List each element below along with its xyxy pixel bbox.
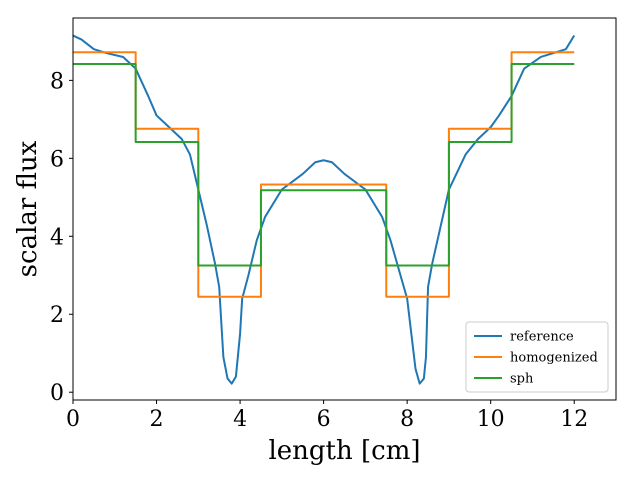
y-tick-label: 0	[50, 381, 64, 406]
y-tick-label: 6	[50, 147, 64, 172]
legend-box	[465, 321, 609, 393]
plot-area	[72, 17, 617, 401]
series-line-reference	[72, 34, 576, 385]
y-tick-label: 2	[50, 303, 64, 328]
x-tick-label: 4	[233, 407, 247, 432]
x-tick-label: 0	[66, 407, 80, 432]
x-axis-ticks: 0 2 4 6 8 10 12	[66, 400, 588, 432]
x-tick-label: 8	[400, 407, 414, 432]
x-tick-label: 2	[150, 407, 164, 432]
x-tick-label: 6	[317, 407, 331, 432]
axes-frame	[72, 17, 617, 401]
y-tick-label: 4	[50, 225, 64, 250]
legend-label-sph: sph	[510, 372, 534, 387]
y-axis-ticks: 0 2 4 6 8	[50, 69, 73, 406]
series-layer	[72, 34, 576, 385]
x-axis-title: length [cm]	[268, 436, 420, 466]
legend: reference homogenized sph	[465, 321, 609, 393]
series-line-homogenized	[73, 51, 575, 298]
y-tick-label: 8	[50, 69, 64, 94]
y-axis-title: scalar flux	[13, 140, 43, 277]
series-line-sph	[73, 63, 575, 267]
legend-label-reference: reference	[510, 330, 574, 345]
x-tick-label: 12	[560, 407, 588, 432]
x-tick-label: 10	[477, 407, 505, 432]
legend-label-homogenized: homogenized	[510, 351, 598, 366]
